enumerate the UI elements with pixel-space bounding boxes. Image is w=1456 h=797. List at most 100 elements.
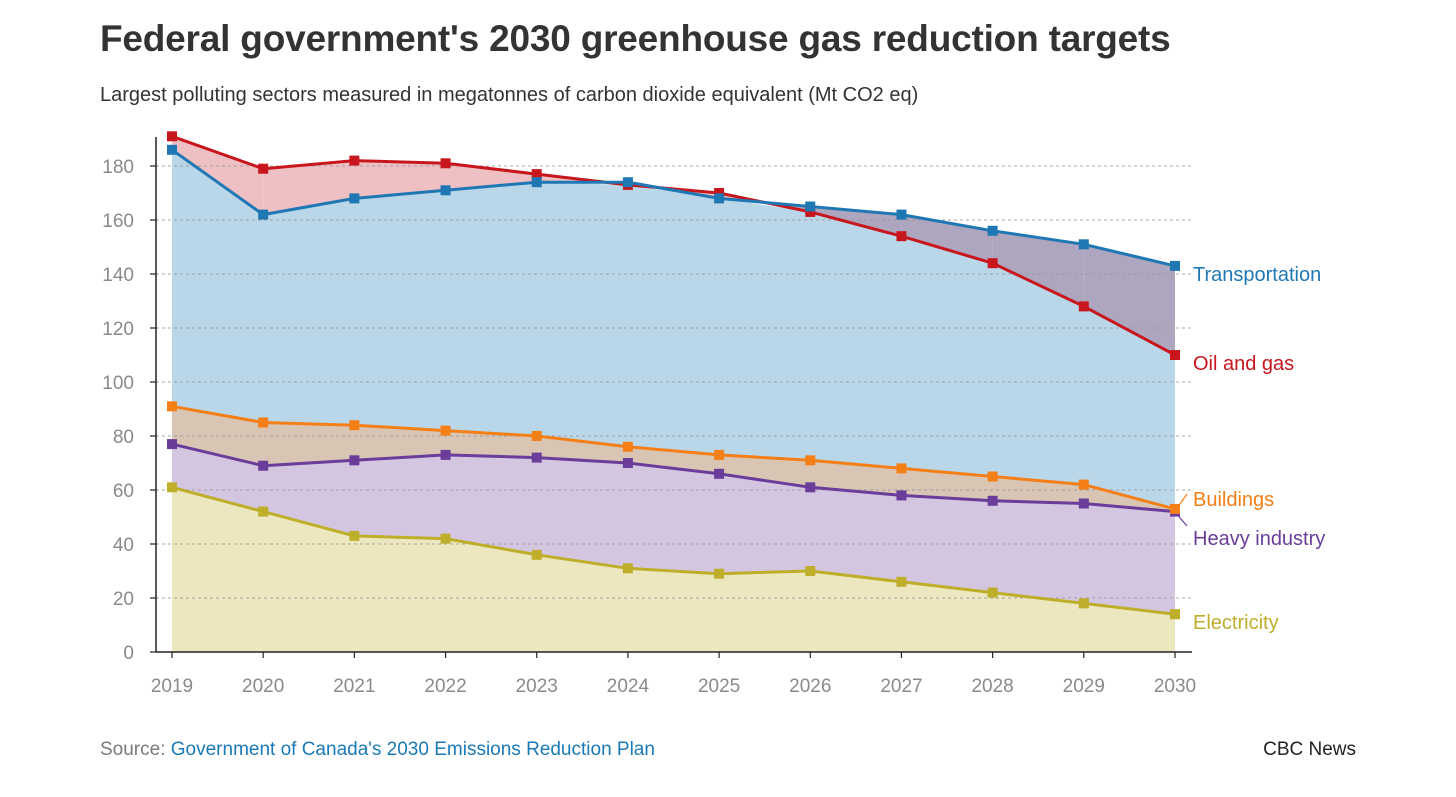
marker-oil-and-gas [349,155,360,166]
marker-transportation [531,177,542,188]
area-heavy-industry [172,444,1175,615]
label-electricity: Electricity [1193,612,1279,634]
x-tick-label: 2022 [424,676,466,697]
marker-electricity [167,482,177,493]
tick-labels: 0 20 40 60 80 100 120 140 160 180 2019 2020 2021 2022… [102,157,1196,697]
x-tick-label: 2027 [880,676,922,697]
chart-title: Federal government's 2030 greenhouse gas… [100,18,1171,59]
marker-transportation [440,185,451,196]
marker-electricity [805,566,816,576]
x-tick-label: 2029 [1063,676,1105,697]
marker-oil-and-gas [167,131,177,142]
leader-heavy-industry [1177,515,1188,527]
marker-buildings [258,417,269,428]
marker-heavy-industry [622,458,633,468]
marker-oil-and-gas [1170,350,1180,360]
marker-transportation [896,209,907,220]
y-tick-label: 80 [113,427,134,448]
label-buildings: Buildings [1193,489,1274,511]
area-oil-gas-excess [172,136,264,215]
marker-electricity [1170,609,1180,620]
marker-heavy-industry [440,449,451,460]
marker-buildings [805,455,816,466]
marker-transportation [349,193,360,204]
marker-transportation [1170,260,1180,271]
marker-electricity [714,568,725,579]
marker-buildings [1078,479,1089,490]
line-electricity [171,485,1176,616]
y-tick-label: 120 [102,319,134,340]
marker-transportation [167,144,177,155]
axes [150,137,1192,658]
marker-buildings [714,449,725,460]
area-overlap [901,214,993,264]
x-tick-label: 2025 [698,676,740,697]
source-prefix: Source: [100,739,171,760]
x-tick-label: 2026 [789,676,831,697]
marker-oil-and-gas [1078,301,1089,312]
marker-heavy-industry [714,468,725,479]
marker-electricity [531,549,542,560]
y-tick-label: 20 [113,589,134,610]
marker-electricity [987,587,998,598]
series-lines [171,134,1176,616]
y-tick-label: 60 [113,481,134,502]
marker-oil-and-gas [805,206,816,217]
label-oil-and-gas: Oil and gas [1193,353,1294,375]
area-fills [172,136,1175,652]
marker-heavy-industry [167,439,177,450]
marker-buildings [1170,503,1180,514]
label-heavy-industry: Heavy industry [1193,528,1325,550]
marker-electricity [1078,598,1089,609]
marker-buildings [987,471,998,482]
marker-oil-and-gas [258,163,269,174]
line-buildings [171,404,1176,511]
source-link[interactable]: Government of Canada's 2030 Emissions Re… [170,739,655,760]
y-tick-label: 100 [102,373,134,394]
series-markers [167,131,1180,620]
marker-buildings [531,431,542,441]
marker-transportation [258,209,269,220]
marker-transportation [714,193,725,204]
marker-oil-and-gas [440,158,451,169]
credit: CBC News [1263,739,1356,760]
marker-oil-and-gas [896,231,907,242]
line-heavy-industry [171,442,1176,514]
marker-heavy-industry [896,490,907,501]
y-tick-label: 160 [102,211,134,232]
x-tick-label: 2023 [516,676,558,697]
marker-buildings [440,425,451,436]
x-tick-label: 2021 [333,676,375,697]
marker-transportation [622,177,633,188]
marker-buildings [349,420,360,431]
label-transportation: Transportation [1193,264,1321,286]
marker-transportation [1078,239,1089,250]
y-tick-label: 180 [102,157,134,178]
y-tick-label: 140 [102,265,134,286]
area-overlap [1083,244,1175,355]
marker-buildings [622,441,633,452]
marker-buildings [896,463,907,474]
x-tick-label: 2028 [971,676,1013,697]
area-electricity [172,487,1175,652]
area-oil-gas-excess [354,160,446,199]
marker-heavy-industry [349,455,360,466]
source-note: Source: Government of Canada's 2030 Emis… [100,739,655,761]
marker-oil-and-gas [714,188,725,198]
chart-subtitle: Largest polluting sectors measured in me… [100,84,919,106]
marker-heavy-industry [258,460,269,471]
area-transportation [172,149,1175,509]
area-buildings [172,406,1175,512]
area-overlap [992,230,1084,307]
marker-transportation [987,225,998,236]
y-tick-label: 40 [113,535,134,556]
marker-electricity [349,530,360,541]
series-labels: Transportation Oil and gas Buildings Heavy … [1177,264,1325,634]
marker-buildings [167,401,177,412]
line-transportation [171,148,1176,268]
marker-oil-and-gas [987,258,998,269]
marker-heavy-industry [987,495,998,506]
x-tick-label: 2020 [242,676,284,697]
marker-electricity [622,563,633,574]
